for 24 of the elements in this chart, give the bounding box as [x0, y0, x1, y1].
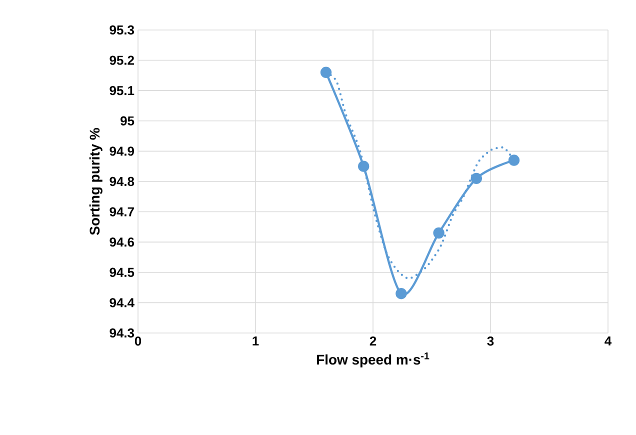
y-tick-label: 94.8 — [110, 176, 134, 186]
y-tick-label: 94.4 — [110, 298, 134, 308]
x-tick-label: 3 — [487, 336, 494, 346]
point — [508, 154, 520, 166]
y-axis-title: Sorting purity % — [89, 128, 102, 235]
y-tick-label: 94.9 — [110, 146, 134, 156]
x-tick-label: 0 — [134, 336, 142, 346]
y-tick-label: 95.3 — [110, 25, 134, 35]
point — [320, 66, 332, 78]
y-tick-label: 94.7 — [110, 207, 134, 216]
x-tick-label: 2 — [370, 336, 376, 346]
point — [470, 172, 482, 184]
y-tick-label: 94.3 — [110, 328, 134, 338]
y-tick-label: 94.6 — [110, 237, 134, 247]
point — [358, 160, 370, 172]
point — [433, 227, 444, 239]
y-tick-label: 95 — [120, 116, 134, 126]
x-tick-label: 1 — [252, 336, 259, 346]
point — [396, 288, 407, 300]
y-tick-label: 94.5 — [110, 268, 134, 277]
x-tick-label: 4 — [604, 336, 612, 346]
x-axis-title: Flow speed m·s$^{-1}$ — [317, 352, 430, 368]
y-tick-label: 95.2 — [110, 56, 134, 65]
y-tick-label: 95.1 — [110, 86, 134, 96]
